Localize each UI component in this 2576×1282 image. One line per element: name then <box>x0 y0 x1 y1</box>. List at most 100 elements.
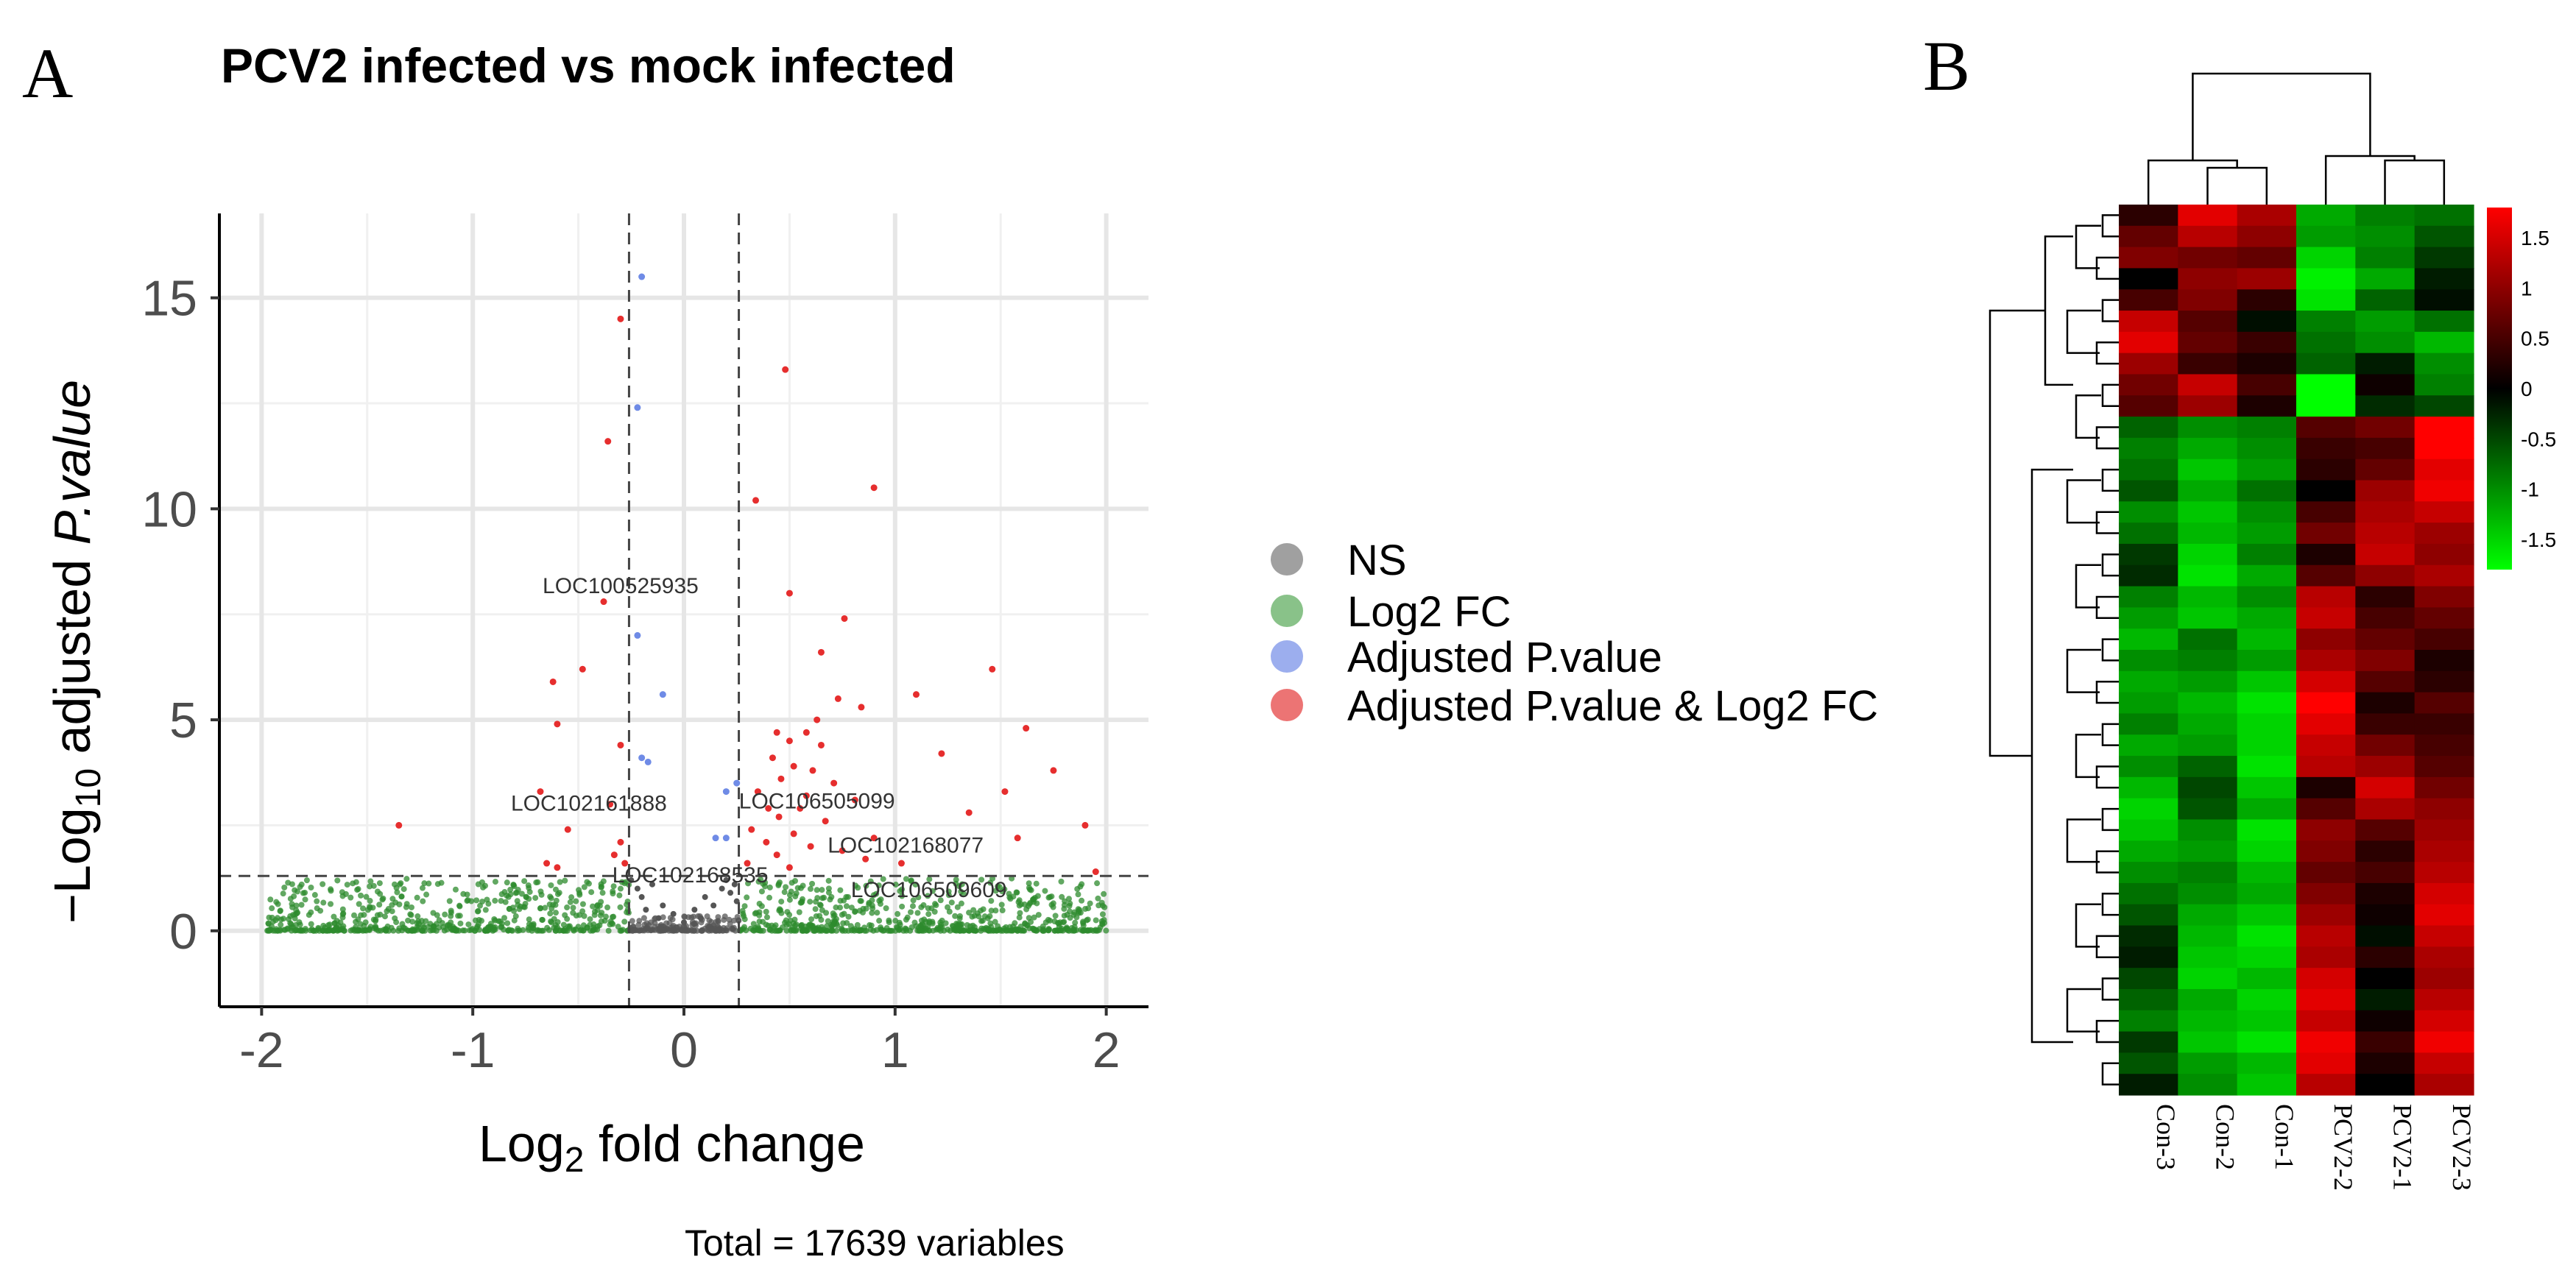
legend-label-adj-p: Adjusted P.value <box>1347 634 1662 681</box>
colorbar-tick-label: 1 <box>2521 277 2533 300</box>
point-log2fc <box>577 927 584 934</box>
point-log2fc <box>853 882 859 889</box>
point-adj-p-and-fc <box>807 843 814 850</box>
heatmap-cell <box>2119 670 2178 693</box>
point-log2fc <box>280 890 286 897</box>
point-log2fc <box>1098 899 1105 906</box>
heatmap-cell <box>2237 904 2297 927</box>
point-log2fc <box>507 886 514 893</box>
point-log2fc <box>552 886 559 893</box>
heatmap-cell <box>2296 247 2356 269</box>
point-adj-p-and-fc <box>1092 868 1099 876</box>
point-log2fc <box>464 898 470 904</box>
point-adj-p-and-fc <box>604 438 612 445</box>
point-log2fc <box>447 925 454 932</box>
heatmap-cell <box>2414 862 2474 884</box>
point-log2fc <box>292 927 298 934</box>
point-adj-p-and-fc <box>617 315 624 322</box>
heatmap-cell <box>2414 819 2474 841</box>
x-tick-label: 1 <box>881 1022 909 1078</box>
point-log2fc <box>537 905 543 912</box>
point-log2fc <box>917 927 924 934</box>
point-adj-p-and-fc <box>817 648 825 656</box>
dendro-col-link <box>2384 159 2446 205</box>
heatmap-cell <box>2296 311 2356 333</box>
point-log2fc <box>621 918 628 925</box>
point-log2fc <box>800 882 806 889</box>
heatmap-cell <box>2296 692 2356 715</box>
point-log2fc <box>763 914 770 921</box>
point-log2fc <box>546 927 552 933</box>
point-adj-p-and-fc <box>802 729 810 736</box>
heatmap-cell <box>2296 1010 2356 1033</box>
point-log2fc <box>840 920 847 927</box>
point-log2fc <box>1080 918 1087 925</box>
heatmap-cell <box>2296 1031 2356 1053</box>
y-tick-label: 15 <box>141 271 197 327</box>
heatmap-cell <box>2119 417 2178 439</box>
point-log2fc <box>873 890 880 897</box>
heatmap-cell <box>2237 1052 2297 1074</box>
heatmap-cell <box>2237 458 2297 481</box>
heatmap-cell <box>2414 480 2474 502</box>
heatmap-cell <box>2414 628 2474 651</box>
heatmap-cell <box>2178 650 2238 672</box>
point-ns <box>698 919 705 926</box>
heatmap-cell <box>2355 628 2416 651</box>
point-log2fc <box>903 876 909 882</box>
heatmap-cell <box>2296 331 2356 354</box>
point-log2fc <box>848 904 855 911</box>
point-log2fc <box>908 877 914 884</box>
point-log2fc <box>929 920 936 927</box>
dendro-row-leaf-link <box>2095 341 2119 365</box>
heatmap-cell <box>2355 289 2416 311</box>
heatmap-cell <box>2178 882 2238 905</box>
heatmap-cell <box>2296 776 2356 799</box>
point-log2fc <box>1017 927 1024 934</box>
dendro-row-link <box>2066 988 2101 1033</box>
point-log2fc <box>302 926 308 932</box>
point-log2fc <box>383 926 389 932</box>
point-log2fc <box>464 891 470 898</box>
point-ns <box>682 913 688 920</box>
point-log2fc <box>409 926 416 932</box>
point-log2fc <box>777 906 783 913</box>
point-log2fc <box>796 909 802 916</box>
point-adj-p-and-fc <box>862 855 869 863</box>
point-log2fc <box>537 888 544 895</box>
point-ns <box>710 902 717 909</box>
point-log2fc <box>1093 917 1099 924</box>
point-log2fc <box>320 881 326 888</box>
point-ns <box>727 890 734 896</box>
heatmap-cell <box>2296 713 2356 735</box>
heatmap-cell <box>2355 395 2416 417</box>
heatmap-cell <box>2237 501 2297 523</box>
heatmap-cell <box>2119 988 2178 1011</box>
point-log2fc <box>367 878 374 885</box>
heatmap-cell <box>2355 819 2416 841</box>
point-log2fc <box>929 888 936 894</box>
heatmap-cell <box>2414 798 2474 821</box>
point-log2fc <box>492 879 498 885</box>
point-adj-p-and-fc <box>600 598 607 606</box>
point-log2fc <box>326 921 333 928</box>
heatmap-cell <box>2355 862 2416 884</box>
point-log2fc <box>491 916 498 922</box>
gene-label: LOC106505099 <box>739 790 895 814</box>
point-log2fc <box>1035 912 1042 918</box>
heatmap-cell <box>2178 1010 2238 1033</box>
heatmap-cell <box>2296 523 2356 545</box>
point-log2fc <box>886 919 892 926</box>
heatmap-cell <box>2237 670 2297 693</box>
point-log2fc <box>1051 927 1058 934</box>
point-log2fc <box>1045 927 1051 934</box>
point-log2fc <box>610 883 617 890</box>
point-log2fc <box>515 925 521 932</box>
point-log2fc <box>269 905 275 912</box>
heatmap-cell <box>2178 437 2238 460</box>
heatmap-cell <box>2414 734 2474 757</box>
point-adj-p-and-fc <box>607 801 614 808</box>
point-log2fc <box>335 922 342 929</box>
point-log2fc <box>474 908 481 915</box>
point-log2fc <box>1010 893 1017 900</box>
